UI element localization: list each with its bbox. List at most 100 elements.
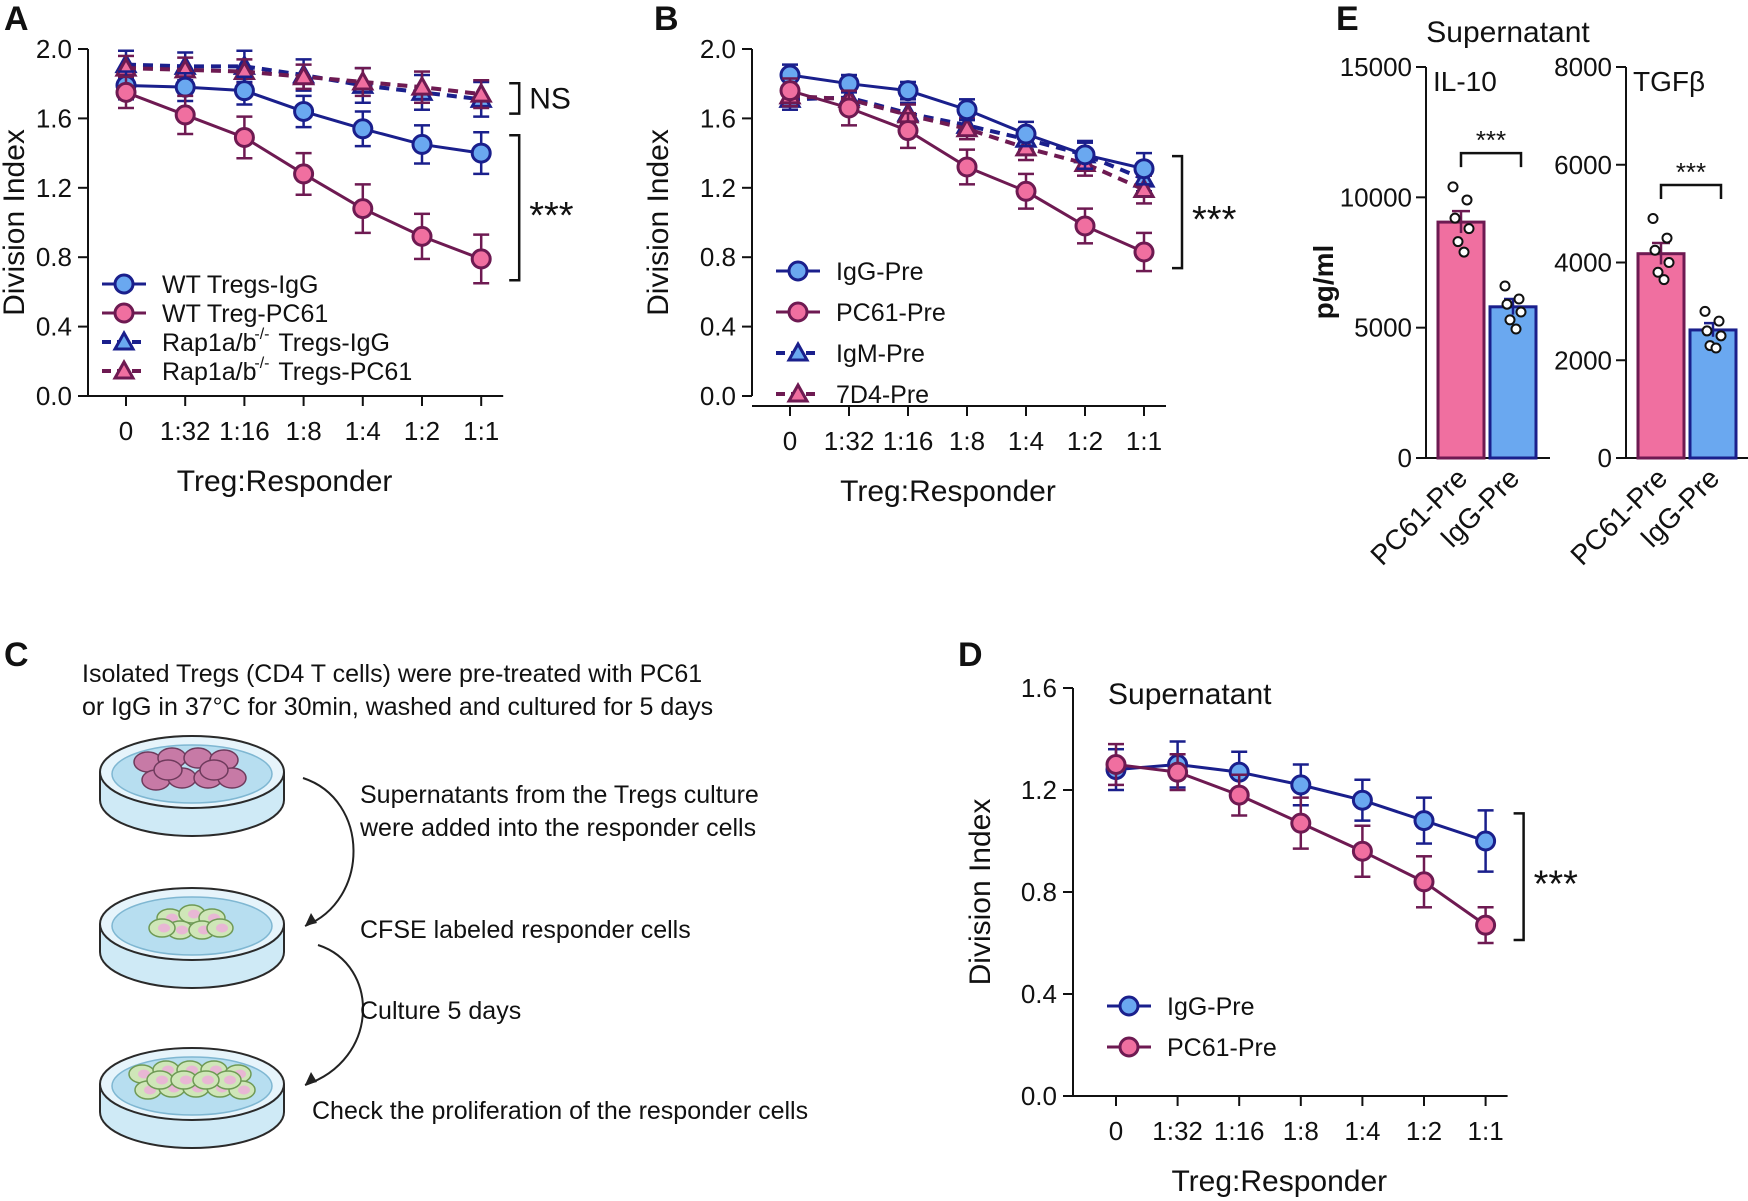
- x-tick-label: 1:2: [1067, 426, 1103, 456]
- series-wt-treg-pc61: [115, 75, 492, 285]
- y-tick-label: 15000: [1340, 52, 1412, 82]
- data-point: [1458, 246, 1470, 258]
- series-pc61-pre: [1105, 742, 1497, 945]
- y-tick-label: 0.4: [700, 312, 736, 342]
- y-axis-title: Division Index: [964, 799, 997, 986]
- significance-bracket: ***: [1172, 154, 1237, 270]
- y-tick-label: 4000: [1554, 248, 1612, 278]
- legend-item: PC61-Pre: [776, 299, 946, 327]
- legend-item: WT Tregs-IgG: [102, 271, 319, 299]
- data-point: [1510, 323, 1522, 335]
- bar: [1636, 252, 1686, 460]
- responder-nucleus: [238, 1085, 250, 1095]
- legend-item: 7D4-Pre: [776, 381, 929, 409]
- data-point: [1663, 257, 1675, 268]
- y-tick-label: 10000: [1340, 182, 1412, 212]
- x-axis-title: Treg:Responder: [177, 465, 393, 498]
- x-tick-label: 0: [119, 416, 133, 446]
- bracket-line: [509, 81, 521, 115]
- data-point: [352, 118, 374, 140]
- legend-label-main: Rap1a/b: [162, 329, 257, 357]
- data-point: [779, 80, 801, 102]
- y-tick-label: 5000: [1354, 313, 1412, 343]
- data-point: [410, 75, 434, 96]
- data-point: [411, 225, 433, 247]
- x-tick-label: 1:4: [345, 416, 381, 446]
- x-tick-label: 1:32: [824, 426, 875, 456]
- data-point: [233, 126, 255, 148]
- panel-c-intro-line2: or IgG in 37°C for 30min, washed and cul…: [82, 693, 713, 721]
- x-tick-label: 1:8: [949, 426, 985, 456]
- treg-cell: [153, 759, 183, 781]
- legend-label-sup: -/-: [254, 326, 269, 343]
- x-tick-label: 1:32: [160, 416, 211, 446]
- legend-marker: [786, 340, 810, 362]
- x-tick-label: 1:8: [286, 416, 322, 446]
- data-point: [1132, 177, 1156, 199]
- data-point: [1074, 215, 1096, 237]
- data-point: [1713, 315, 1725, 327]
- y-tick-label: 2.0: [700, 34, 736, 64]
- panel-c-schematic: Isolated Tregs (CD4 T cells) were pre-tr…: [82, 660, 808, 1149]
- responder-nucleus: [180, 1075, 192, 1085]
- x-tick-label: 1:4: [1344, 1116, 1380, 1146]
- y-tick-label: 2000: [1554, 345, 1612, 375]
- data-point: [352, 198, 374, 220]
- data-point: [470, 142, 492, 164]
- data-point: [1501, 298, 1513, 310]
- data-point: [115, 81, 137, 103]
- data-point: [351, 69, 375, 91]
- data-point: [897, 120, 919, 142]
- data-point: [469, 82, 493, 103]
- bar: [1436, 220, 1486, 460]
- dish-cultured-responders: [99, 1047, 285, 1149]
- y-axis-title: Division Index: [0, 129, 31, 316]
- responder-nucleus: [202, 1075, 214, 1085]
- significance-label: NS: [529, 82, 571, 115]
- arrowhead-1: [305, 913, 317, 926]
- responder-nucleus: [224, 1075, 236, 1085]
- bracket-line: [509, 134, 521, 282]
- legend-label: WT Treg-PC61: [162, 300, 328, 328]
- y-tick-label: 1.6: [1021, 673, 1057, 703]
- curved-arrow-1: [302, 777, 355, 927]
- data-point: [1449, 212, 1461, 224]
- panel-a-line-chart: 0.0 0.4 0.8 1.2 1.6 2.0 0 1:32 1:16 1:8 1:4 1:2 1:1 T…: [0, 34, 574, 498]
- data-point: [1351, 789, 1373, 811]
- data-point: [233, 80, 255, 102]
- y-tick-label: 8000: [1554, 52, 1612, 82]
- data-point: [1074, 144, 1096, 166]
- responder-nucleus: [188, 909, 200, 919]
- series-wt-tregs-igg: [115, 70, 492, 176]
- subplot-label: IL-10: [1433, 66, 1497, 97]
- x-tick-label: 1:32: [1152, 1116, 1203, 1146]
- panel-letter-e: E: [1336, 0, 1359, 38]
- significance-bracket: ***: [509, 134, 574, 282]
- y-axis-title: Division Index: [642, 129, 675, 316]
- legend-label-tail: Tregs-IgG: [278, 329, 390, 357]
- data-point: [1658, 274, 1670, 286]
- panel-b-line-chart: 0.0 0.4 0.8 1.2 1.6 2.0 0 1:32 1:16 1:8 1:4 1:2 1:1 T…: [642, 34, 1237, 508]
- panel-c-step2: CFSE labeled responder cells: [360, 916, 691, 944]
- x-tick-label: 1:4: [1008, 426, 1044, 456]
- x-tick-label: 0: [1109, 1116, 1123, 1146]
- legend-item: PC61-Pre: [1107, 1034, 1277, 1062]
- data-point: [838, 97, 860, 119]
- y-tick-label: 0.4: [36, 312, 72, 342]
- data-point: [1133, 158, 1155, 180]
- y-tick-label: 1.2: [700, 173, 736, 203]
- legend-marker: [1118, 995, 1140, 1017]
- legend-marker: [1118, 1036, 1140, 1058]
- curved-arrow-2: [304, 944, 364, 1086]
- x-tick-label: 1:2: [1406, 1116, 1442, 1146]
- data-point: [956, 99, 978, 121]
- y-tick-label: 0.8: [36, 242, 72, 272]
- chart-title: Supernatant: [1426, 16, 1590, 49]
- panel-letter-d: D: [958, 636, 983, 674]
- x-tick-label: 1:1: [1126, 426, 1162, 456]
- significance-bracket: [1659, 183, 1723, 199]
- significance-label: ***: [529, 195, 574, 237]
- data-point: [470, 248, 492, 270]
- legend-marker: [113, 302, 135, 324]
